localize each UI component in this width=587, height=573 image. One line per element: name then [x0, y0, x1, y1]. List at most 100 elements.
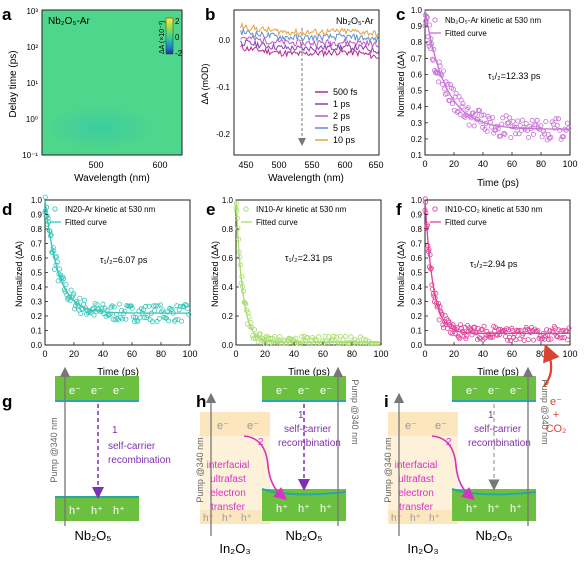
data-point	[121, 311, 127, 317]
electron: e⁻	[276, 385, 288, 397]
data-point	[523, 121, 529, 127]
step-text: ultrafast	[210, 474, 246, 485]
x-tick: 0	[422, 349, 427, 359]
data-point	[490, 115, 496, 121]
data-point	[185, 305, 191, 311]
pump-label: Pump @340 nm	[540, 379, 550, 444]
data-point	[299, 334, 305, 340]
spectra-group	[240, 21, 380, 60]
co2-reaction-text: e⁻	[550, 396, 562, 408]
data-point	[61, 276, 67, 282]
data-point	[106, 312, 112, 318]
data-point	[116, 301, 122, 307]
data-point	[177, 303, 183, 309]
data-point	[173, 317, 179, 323]
data-point	[355, 338, 361, 344]
x-ticks: 0 20 40 60 80 100	[422, 152, 578, 169]
panel-i: i e⁻ e⁻ h⁺ h⁺ h⁺ Pump @340 nm e⁻ e⁻ e⁻ h…	[383, 343, 566, 556]
step-text: transfer	[211, 502, 246, 513]
valence-band	[55, 497, 139, 521]
data-point	[152, 308, 158, 314]
electron: e⁻	[435, 420, 447, 432]
in2o3-bandgap-region	[200, 436, 270, 524]
co2-reaction-text: +	[553, 409, 559, 421]
legend-label: 1 ps	[333, 99, 351, 109]
data-point	[302, 338, 308, 344]
y-tick: 0.4	[411, 283, 423, 292]
heatmap-frame	[41, 9, 183, 156]
data-point	[305, 335, 311, 341]
hole: h⁺	[69, 505, 81, 517]
y-ticks: 1.0 0.8 0.6 0.4 0.2 0.0	[222, 196, 239, 350]
conduction-band	[55, 376, 139, 401]
x-tick: 0	[422, 159, 427, 169]
data-point	[312, 336, 318, 342]
y-tick: -0.1	[216, 83, 230, 92]
data-point	[149, 319, 155, 325]
pump-label: Pump @340 nm	[49, 417, 59, 482]
data-point	[446, 319, 452, 325]
data-point	[516, 131, 522, 137]
material-label: Nb₂O₅	[74, 528, 111, 543]
data-point	[134, 317, 140, 323]
electron-transfer-arrow	[243, 435, 287, 501]
data-point	[558, 136, 564, 142]
x-axis-label: Time (ps)	[477, 367, 519, 378]
hole: h⁺	[410, 513, 421, 524]
step-text: transfer	[399, 502, 434, 513]
y-tick: 0.1	[31, 327, 43, 336]
legend-label: IN10-Ar kinetic at 530 nm	[256, 205, 347, 214]
data-point	[123, 316, 129, 322]
data-point	[546, 337, 552, 343]
data-point	[485, 113, 491, 119]
panel-d: d IN20-Ar kinetic at 530 nm Fitted curve…	[2, 194, 198, 378]
in2o3-conduction-band	[200, 412, 270, 436]
fitted-curve	[424, 9, 570, 130]
data-point	[535, 328, 541, 334]
data-point	[552, 125, 558, 131]
step-text: ultrafast	[398, 474, 434, 485]
in2o3-bandgap-region	[388, 436, 458, 524]
in2o3-valence-band	[200, 510, 270, 524]
step-number: 1	[488, 410, 494, 421]
sample-label: Nb₂O₅-Ar	[48, 16, 90, 27]
hole: h⁺	[276, 503, 288, 515]
data-point	[108, 304, 114, 310]
data-point	[458, 322, 464, 328]
hole: h⁺	[466, 503, 478, 515]
x-tick: 550	[304, 160, 319, 170]
data-point	[293, 335, 299, 341]
data-point	[429, 286, 435, 292]
y-tick: 0.9	[411, 22, 423, 31]
electron: e⁻	[320, 385, 332, 397]
data-point	[100, 301, 106, 307]
legend-label: Fitted curve	[65, 218, 107, 227]
data-point	[479, 112, 485, 118]
electron: e⁻	[298, 385, 310, 397]
electron: e⁻	[488, 385, 500, 397]
data-point	[425, 40, 431, 46]
data-point	[553, 116, 559, 122]
y-tick: 0.8	[411, 38, 423, 47]
y-ticks: 1.0 0.9 0.8 0.7 0.6 0.5 0.4 0.3 0.2 0.1 0.0	[411, 196, 428, 350]
y-tick: 0.2	[411, 135, 423, 144]
legend-label: Nb₂O₅-Ar kinetic at 530 nm	[445, 16, 541, 25]
step-number: 2	[258, 437, 264, 448]
hole: h⁺	[320, 503, 332, 515]
data-point	[250, 333, 256, 339]
data-point	[547, 135, 553, 141]
data-point	[343, 333, 349, 339]
x-tick: 650	[368, 160, 383, 170]
panel-f: f IN10-CO₂ kinetic at 530 nm Fitted curv…	[396, 196, 578, 378]
data-point	[554, 122, 560, 128]
data-point	[529, 117, 535, 123]
colorbar-tick: 2	[175, 17, 180, 26]
in2o3-conduction-band	[388, 412, 458, 436]
nb2o5-conduction-band	[262, 376, 346, 401]
data-point	[484, 128, 490, 134]
y-tick: 0.7	[31, 240, 43, 249]
data-point	[539, 336, 545, 342]
x-tick: 600	[337, 160, 352, 170]
y-tick: 10¹	[26, 79, 38, 88]
y-tick: 0.6	[31, 254, 43, 263]
